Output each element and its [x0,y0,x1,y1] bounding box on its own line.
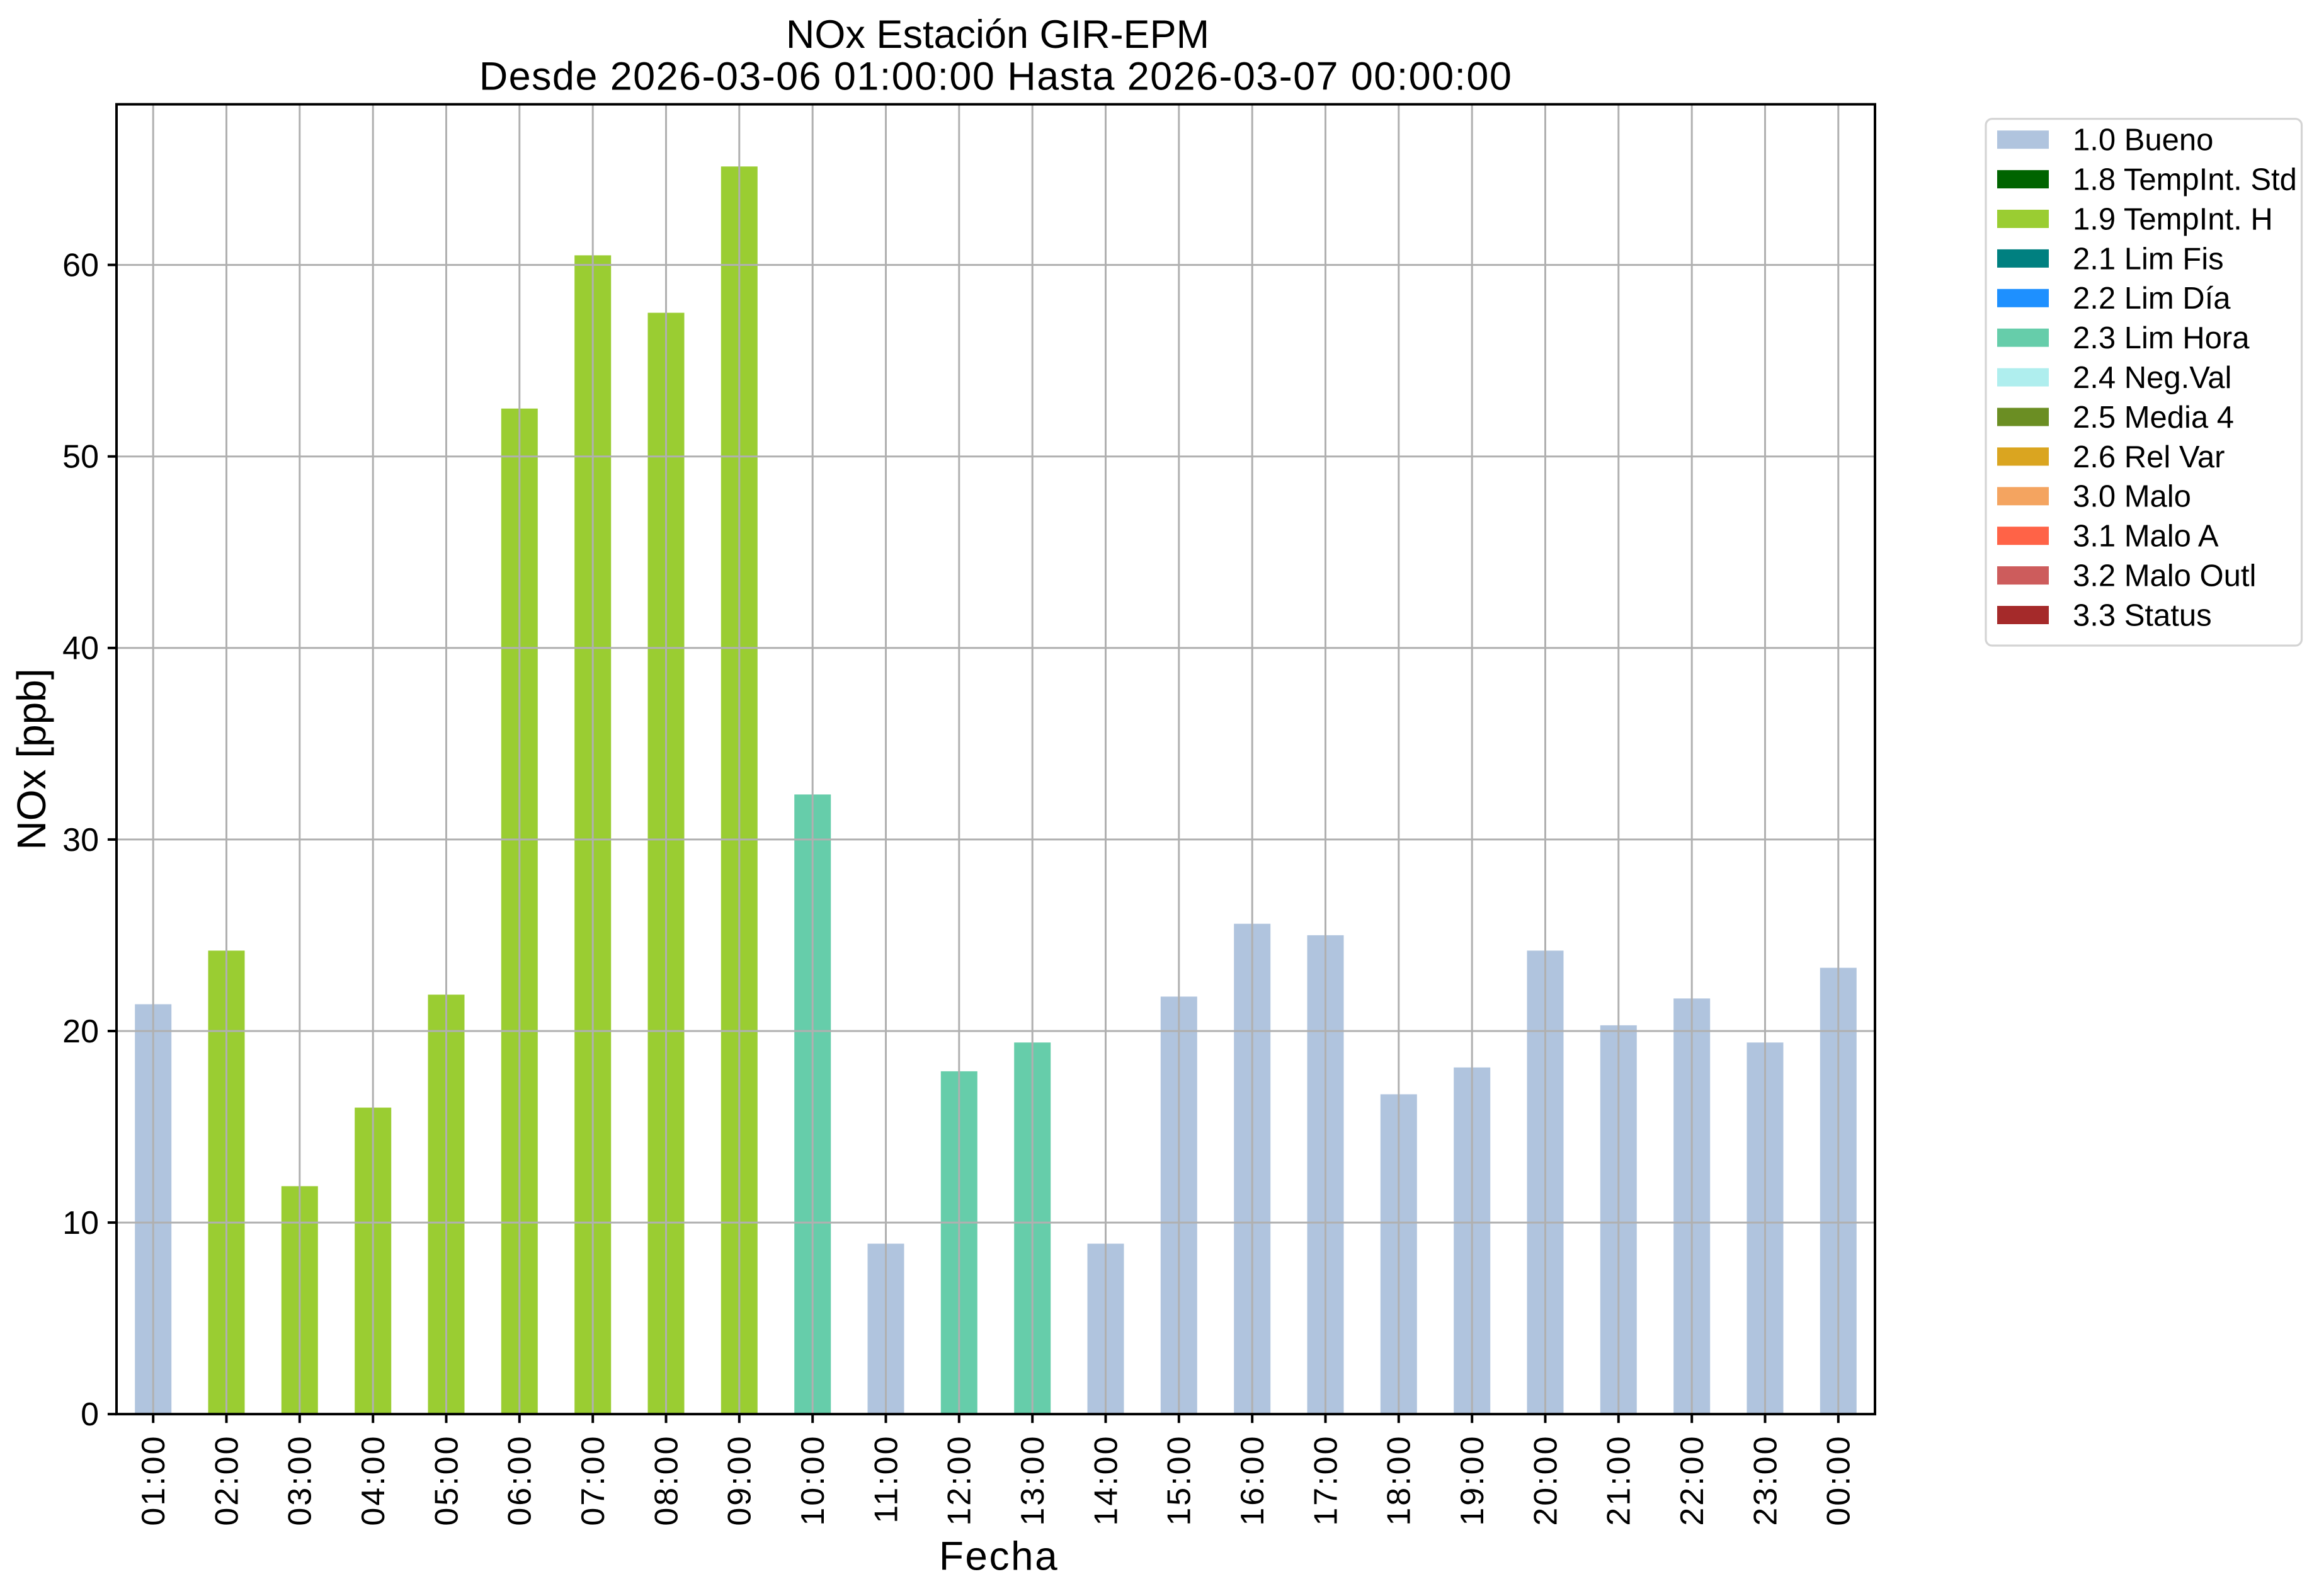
svg-text:21:00: 21:00 [1601,1435,1638,1526]
svg-text:10: 10 [62,1205,99,1241]
svg-text:15:00: 15:00 [1161,1435,1198,1526]
svg-text:23:00: 23:00 [1747,1435,1784,1526]
svg-text:Desde 2026-03-06 01:00:00 Hast: Desde 2026-03-06 01:00:00 Hasta 2026-03-… [479,54,1513,98]
svg-text:3.0 Malo: 3.0 Malo [2073,480,2191,514]
svg-text:2.3 Lim Hora: 2.3 Lim Hora [2073,321,2250,355]
svg-text:NOx [ppb]: NOx [ppb] [9,668,54,850]
svg-text:05:00: 05:00 [428,1435,465,1526]
svg-text:18:00: 18:00 [1381,1435,1418,1526]
svg-text:3.3 Status: 3.3 Status [2073,598,2212,632]
svg-text:03:00: 03:00 [282,1435,319,1526]
svg-text:06:00: 06:00 [502,1435,538,1526]
svg-text:20: 20 [62,1013,99,1050]
svg-text:Fecha: Fecha [939,1534,1059,1579]
svg-text:11:00: 11:00 [868,1435,904,1524]
svg-text:04:00: 04:00 [355,1435,392,1526]
svg-text:2.4 Neg.Val: 2.4 Neg.Val [2073,361,2231,395]
svg-text:40: 40 [62,630,99,667]
svg-text:08:00: 08:00 [648,1435,685,1526]
svg-text:09:00: 09:00 [722,1435,758,1526]
svg-text:01:00: 01:00 [135,1435,172,1526]
svg-text:60: 60 [62,248,99,284]
svg-text:1.8 TempInt. Std: 1.8 TempInt. Std [2073,163,2297,197]
svg-text:13:00: 13:00 [1015,1435,1051,1526]
svg-text:2.5 Media 4: 2.5 Media 4 [2073,401,2234,435]
svg-text:2.2 Lim Día: 2.2 Lim Día [2073,282,2231,316]
svg-text:50: 50 [62,439,99,476]
svg-text:30: 30 [62,822,99,858]
svg-text:3.1 Malo A: 3.1 Malo A [2073,520,2219,554]
svg-text:19:00: 19:00 [1454,1435,1491,1526]
svg-text:0: 0 [81,1396,99,1433]
svg-text:07:00: 07:00 [575,1435,612,1526]
svg-text:16:00: 16:00 [1234,1435,1271,1526]
svg-text:NOx Estación GIR-EPM: NOx Estación GIR-EPM [786,13,1209,57]
svg-text:00:00: 00:00 [1821,1435,1857,1526]
svg-text:14:00: 14:00 [1088,1435,1124,1526]
svg-text:2.1 Lim Fis: 2.1 Lim Fis [2073,242,2224,276]
svg-text:17:00: 17:00 [1308,1435,1344,1526]
svg-text:22:00: 22:00 [1674,1435,1711,1526]
svg-text:1.9 TempInt. H: 1.9 TempInt. H [2073,202,2273,236]
svg-text:02:00: 02:00 [208,1435,245,1526]
svg-text:3.2 Malo Outl: 3.2 Malo Outl [2073,559,2256,593]
svg-text:10:00: 10:00 [795,1435,831,1526]
svg-text:1.0 Bueno: 1.0 Bueno [2073,123,2213,157]
svg-text:12:00: 12:00 [942,1435,978,1526]
svg-text:20:00: 20:00 [1527,1435,1564,1526]
svg-text:2.6 Rel Var: 2.6 Rel Var [2073,440,2225,474]
